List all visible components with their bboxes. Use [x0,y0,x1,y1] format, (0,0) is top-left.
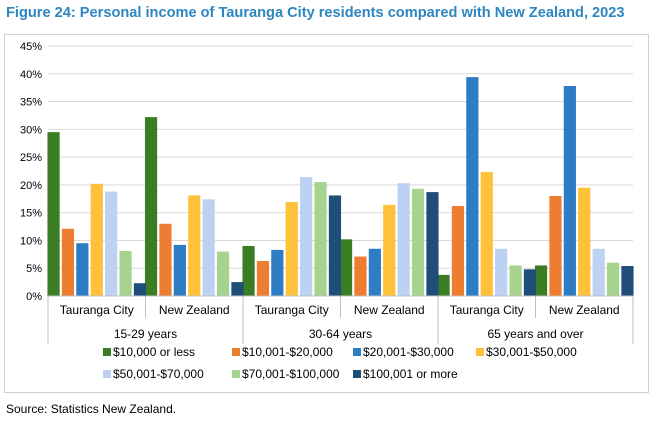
legend-swatch [353,348,361,356]
x-group-label: 30-64 years [309,327,372,341]
bar [61,228,75,296]
y-tick-label: 30% [20,124,42,136]
legend-label: $100,001 or more [363,367,458,381]
bar [105,191,118,296]
bar [354,256,367,296]
bar [426,192,439,296]
x-group-label: 15-29 years [114,327,177,341]
x-category-label: New Zealand [159,303,230,317]
bar [328,195,342,296]
chart-frame [4,34,649,393]
bar [509,265,522,296]
bar [285,202,298,296]
bar [578,187,591,296]
bar [339,239,353,296]
legend-label: $10,000 or less [113,345,195,359]
x-category-label: Tauranga City [450,303,524,317]
bar [242,246,255,296]
bar [159,223,172,296]
bar [76,243,89,296]
legend-swatch [476,348,484,356]
bar [119,251,132,296]
bar [90,183,103,296]
y-tick-label: 45% [20,41,42,53]
bar [300,177,313,296]
bar [231,282,244,296]
bar [144,117,158,296]
bar [383,204,396,296]
bar [549,196,562,296]
legend-label: $10,001-$20,000 [242,345,333,359]
y-tick-label: 15% [20,208,42,220]
y-tick-label: 10% [20,235,42,247]
x-category-label: New Zealand [354,303,425,317]
bar [216,251,230,296]
legend-label: $70,001-$100,000 [242,367,340,381]
legend-swatch [232,348,240,356]
legend-label: $30,001-$50,000 [486,345,577,359]
bar [173,244,186,296]
x-axis: Tauranga City New Zealand 15-29 years Taura… [47,295,634,344]
bar [437,274,450,296]
legend-swatch [103,348,111,356]
y-axis-tick-labels: 0% 5% 10% 15% 20% 25% 30% 35% 40% 45% [20,41,42,303]
bar [480,172,493,296]
bar [534,265,548,296]
bar [451,206,465,296]
legend-swatch [353,370,361,378]
x-category-label: New Zealand [549,303,620,317]
bar [621,266,634,296]
bar [397,183,410,296]
bar [411,188,425,296]
x-category-label: Tauranga City [255,303,329,317]
bar [466,77,479,296]
bar [495,248,508,296]
legend-label: $50,001-$70,000 [113,367,204,381]
bar [314,182,327,296]
bar [202,199,215,296]
bars [47,77,634,296]
bar [188,195,201,296]
x-group-label: 65 years and over [487,327,583,341]
bar [271,249,284,296]
y-tick-label: 40% [20,69,42,81]
y-tick-label: 0% [26,291,42,303]
y-tick-label: 35% [20,97,42,109]
legend-label: $20,001-$30,000 [363,345,454,359]
chart-title: Figure 24: Personal income of Tauranga C… [6,5,625,21]
legend-swatch [103,370,111,378]
bar [133,283,147,296]
legend-swatch [232,370,240,378]
legend: $10,000 or less $10,001-$20,000 $20,001-$3… [103,345,577,381]
bar [256,261,270,296]
bar [47,132,60,296]
bar [368,248,381,296]
y-tick-label: 25% [20,152,42,164]
bar [606,262,620,296]
bar [523,269,537,296]
bar [563,86,576,296]
source-note: Source: Statistics New Zealand. [6,402,177,416]
bar [592,248,605,296]
x-category-label: Tauranga City [60,303,134,317]
y-tick-label: 20% [20,180,42,192]
y-tick-label: 5% [26,263,42,275]
